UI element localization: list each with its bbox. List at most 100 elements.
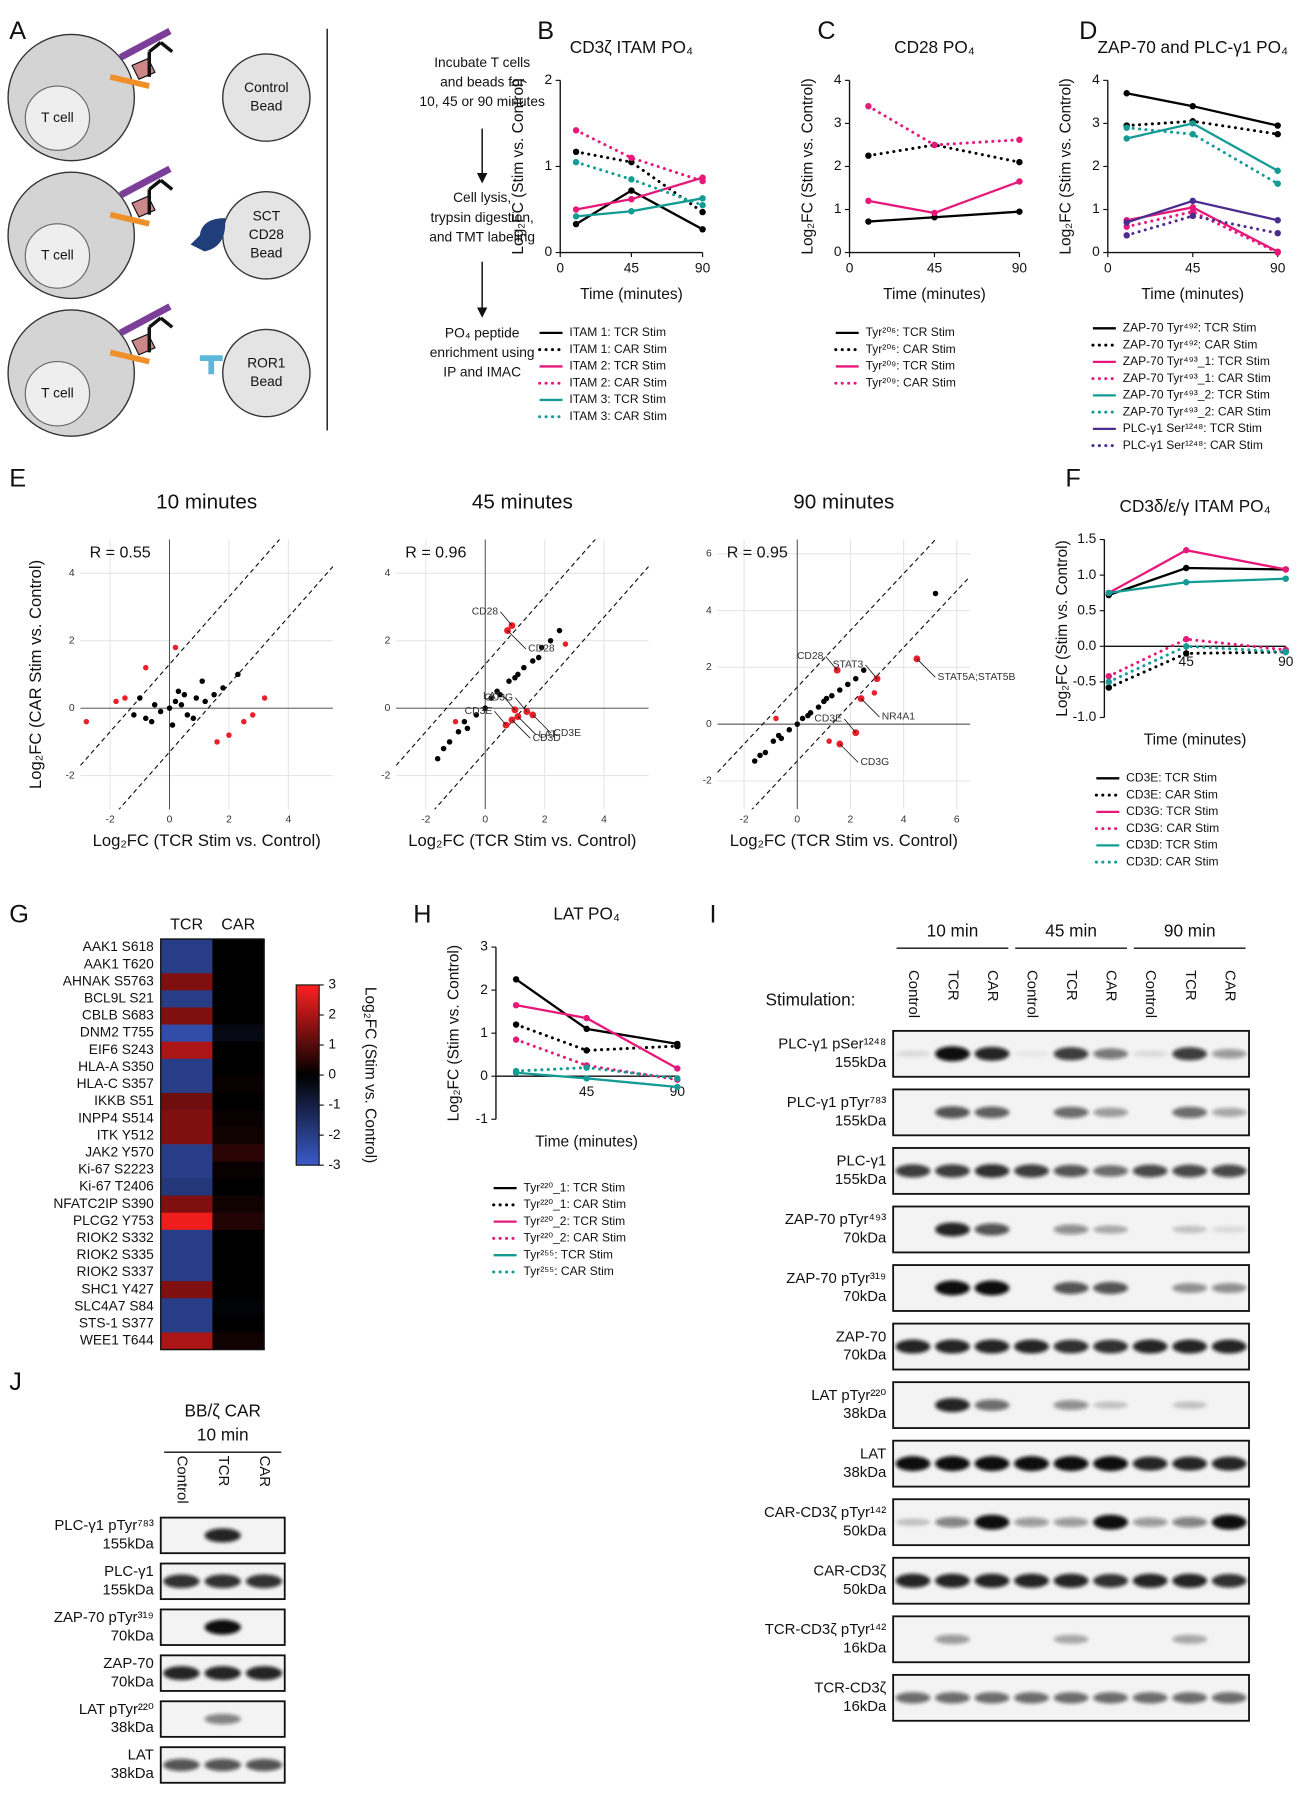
legend-label: CD3E: CAR Stim: [1126, 787, 1218, 801]
data-point: [529, 658, 536, 664]
band: [935, 1634, 970, 1644]
row-label: 155kDa: [102, 1536, 154, 1553]
x-axis-label: Log₂FC (TCR Stim vs. Control): [93, 831, 321, 850]
band: [974, 1456, 1010, 1472]
y-tick-label: 2: [1092, 158, 1100, 173]
band: [204, 1758, 241, 1772]
x-tick-label: 90: [1278, 654, 1294, 669]
band: [1053, 1047, 1089, 1061]
legend-label: CD3G: CAR Stim: [1126, 821, 1219, 835]
data-point: [583, 1064, 590, 1071]
x-axis-label: Time (minutes): [1141, 286, 1244, 303]
leader-line: [515, 697, 528, 712]
heat-cell: [160, 1110, 213, 1128]
data-point: [1182, 579, 1190, 586]
band: [1053, 1339, 1089, 1354]
series-line: [868, 210, 1020, 223]
row-label: RIOK2 S337: [77, 1264, 154, 1279]
data-point: [799, 715, 806, 722]
data-point: [440, 745, 447, 752]
y-tick-label: 3: [480, 939, 488, 954]
data-point: [628, 187, 635, 194]
step-text: IP and IMAC: [443, 365, 521, 380]
data-point: [1274, 122, 1281, 129]
row-label: RIOK2 S332: [77, 1230, 154, 1245]
panel-letter: B: [537, 17, 554, 45]
x-tick-label: -2: [106, 814, 115, 825]
legend-label: CD3D: TCR Stim: [1126, 838, 1217, 852]
colorbar-title: Log₂FC (Stim vs. Control): [362, 987, 379, 1163]
series-line: [1125, 119, 1280, 136]
band: [204, 1619, 241, 1635]
legend-label: ITAM 1: TCR Stim: [569, 325, 666, 339]
data-point: [572, 148, 580, 156]
row-label: CAR-CD3ζ pTyr¹⁴²: [764, 1504, 886, 1521]
row-label: SHC1 Y427: [81, 1281, 153, 1296]
chart-title: CD3δ/ε/γ ITAM PO₄: [1120, 496, 1271, 516]
leader-line: [517, 716, 537, 736]
data-point: [757, 752, 763, 759]
band: [1053, 1164, 1089, 1178]
heat-cell: [212, 1127, 265, 1145]
data-point: [572, 158, 580, 166]
band: [974, 1514, 1010, 1530]
lane-label: TCR: [1182, 970, 1199, 1001]
y-tick-label: 1: [480, 1025, 488, 1040]
band: [1132, 1517, 1168, 1527]
series-line: [1126, 92, 1278, 127]
chart-title: CD3ζ ITAM PO₄: [570, 37, 693, 57]
heat-cell: [160, 973, 213, 991]
data-point: [538, 644, 545, 651]
plot-area: [396, 539, 649, 810]
x-tick-label: 0: [167, 814, 173, 825]
y-tick-label: -1: [476, 1111, 488, 1126]
x-tick-label: 2: [542, 814, 548, 825]
data-point: [1274, 167, 1281, 174]
row-label: 50kDa: [843, 1581, 887, 1598]
data-point: [169, 722, 176, 728]
data-point: [241, 718, 247, 725]
data-point: [699, 195, 706, 202]
heat-cell: [160, 1161, 213, 1180]
panel-letter: J: [9, 1368, 22, 1396]
band: [1211, 1283, 1247, 1293]
data-point: [190, 715, 197, 722]
data-point: [166, 705, 173, 711]
point-label: CD3E: [465, 706, 493, 717]
data-point: [865, 218, 872, 225]
band: [974, 1106, 1010, 1119]
legend-label: Tyr²⁰⁶: TCR Stim: [866, 325, 955, 339]
y-tick-label: 0: [1092, 244, 1100, 259]
step-text: Cell lysis,: [453, 190, 511, 205]
data-point: [823, 695, 830, 702]
lane-label: CAR: [984, 970, 1001, 1002]
chart-title: 10 minutes: [156, 490, 257, 513]
y-tick-label: 4: [69, 568, 75, 579]
panel-letter: I: [709, 901, 716, 929]
colorbar-label: -2: [328, 1127, 340, 1142]
heat-cell: [160, 1332, 213, 1351]
data-point: [1282, 566, 1289, 573]
heat-cell: [212, 1110, 265, 1128]
data-point: [547, 637, 554, 644]
heat-cell: [160, 1024, 213, 1043]
y-tick-label: 4: [706, 605, 712, 616]
colorbar-label: 2: [328, 1007, 336, 1022]
x-tick-label: 0: [482, 814, 488, 825]
leader-line: [494, 710, 507, 726]
colorbar-label: -1: [328, 1097, 340, 1112]
colorbar-label: 1: [328, 1037, 336, 1052]
band: [895, 1339, 931, 1354]
x-axis-label: Time (minutes): [883, 286, 986, 303]
step-text: trypsin digestion,: [431, 210, 534, 225]
heat-cell: [160, 1298, 213, 1316]
data-point: [515, 671, 521, 678]
data-point: [488, 695, 494, 701]
x-tick-label: 45: [927, 260, 943, 275]
receptor: [109, 349, 150, 365]
band: [1211, 1573, 1247, 1588]
x-tick-label: 4: [601, 814, 607, 825]
row-label: 38kDa: [843, 1405, 887, 1422]
row-label: 70kDa: [111, 1627, 155, 1644]
y-tick-label: 1.0: [1077, 567, 1096, 582]
